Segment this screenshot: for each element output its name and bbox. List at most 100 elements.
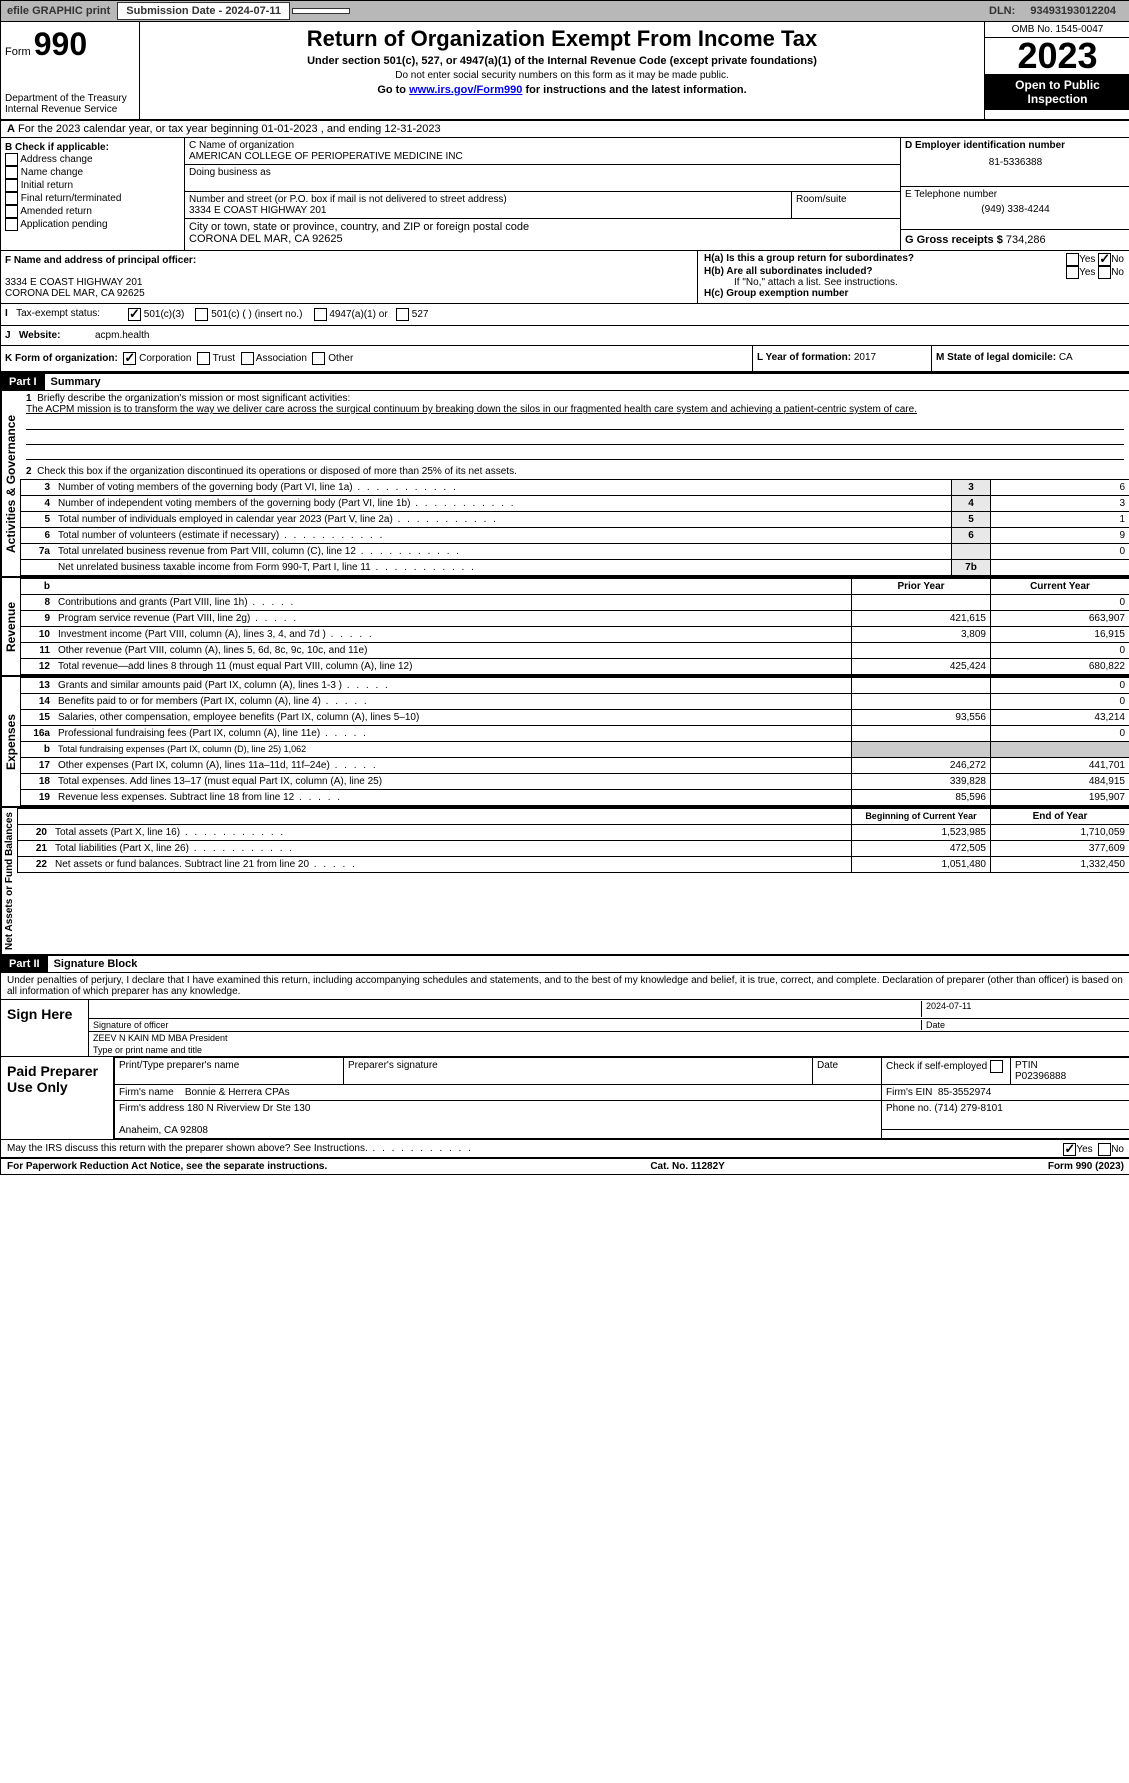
table-row: 11Other revenue (Part VIII, column (A), … [21, 643, 1129, 659]
public-inspection: Open to Public Inspection [985, 74, 1129, 110]
table-row: 10Investment income (Part VIII, column (… [21, 627, 1129, 643]
chk-discuss-yes[interactable] [1063, 1143, 1076, 1156]
table-row: 5Total number of individuals employed in… [21, 512, 1129, 528]
section-netassets: Net Assets or Fund Balances Beginning of… [1, 808, 1129, 956]
part2-header: Part II Signature Block [1, 956, 1129, 973]
chk-corp[interactable] [123, 352, 136, 365]
expenses-table: 13Grants and similar amounts paid (Part … [20, 677, 1129, 806]
city-state-zip: CORONA DEL MAR, CA 92625 [189, 233, 343, 245]
header-right: OMB No. 1545-0047 2023 Open to Public In… [984, 22, 1129, 119]
dln: DLN: 93493193012204 [977, 3, 1129, 19]
discuss-row: May the IRS discuss this return with the… [1, 1140, 1129, 1159]
domicile: CA [1059, 352, 1073, 363]
chk-initial[interactable]: Initial return [5, 179, 180, 192]
paid-preparer: Paid Preparer Use Only Print/Type prepar… [1, 1057, 1129, 1140]
top-bar: efile GRAPHIC print Submission Date - 20… [1, 1, 1129, 22]
chk-amended[interactable]: Amended return [5, 205, 180, 218]
chk-address[interactable]: Address change [5, 153, 180, 166]
row-klm: K Form of organization: Corporation Trus… [1, 346, 1129, 373]
subtitle3: Go to www.irs.gov/Form990 for instructio… [150, 84, 974, 96]
table-row: 16aProfessional fundraising fees (Part I… [21, 726, 1129, 742]
tax-year: 2023 [985, 38, 1129, 74]
header-title: Return of Organization Exempt From Incom… [140, 22, 984, 119]
dept-treasury: Department of the Treasury [5, 93, 135, 104]
table-row: 21Total liabilities (Part X, line 26)472… [18, 841, 1129, 857]
box-c: C Name of organizationAMERICAN COLLEGE O… [185, 138, 900, 250]
chk-name[interactable]: Name change [5, 166, 180, 179]
sign-date: 2024-07-11 [921, 1001, 1126, 1017]
street-address: 3334 E COAST HIGHWAY 201 [189, 205, 326, 216]
row-ij: I Tax-exempt status: 501(c)(3) 501(c) ( … [1, 304, 1129, 326]
room-suite: Room/suite [791, 192, 900, 218]
section-revenue: Revenue bPrior YearCurrent Year 8Contrib… [1, 578, 1129, 677]
row-fh: F Name and address of principal officer:… [1, 251, 1129, 304]
table-row: 19Revenue less expenses. Subtract line 1… [21, 790, 1129, 806]
chk-4947[interactable] [314, 308, 327, 321]
vlabel-revenue: Revenue [1, 578, 20, 675]
table-row: 18Total expenses. Add lines 13–17 (must … [21, 774, 1129, 790]
part1-header: Part I Summary [1, 373, 1129, 391]
chk-pending[interactable]: Application pending [5, 218, 180, 231]
revenue-table: bPrior YearCurrent Year 8Contributions a… [20, 578, 1129, 675]
chk-other[interactable] [312, 352, 325, 365]
chk-527[interactable] [396, 308, 409, 321]
dba-label: Doing business as [189, 167, 271, 178]
telephone: (949) 338-4244 [905, 204, 1126, 215]
org-name: AMERICAN COLLEGE OF PERIOPERATIVE MEDICI… [189, 151, 463, 162]
submission-date: Submission Date - 2024-07-11 [117, 2, 290, 20]
gross-receipts: 734,286 [1006, 234, 1046, 246]
line-a: A For the 2023 calendar year, or tax yea… [1, 121, 1129, 138]
chk-assoc[interactable] [241, 352, 254, 365]
subtitle1: Under section 501(c), 527, or 4947(a)(1)… [150, 55, 974, 67]
row-j: J Website: acpm.health [1, 326, 1129, 346]
table-row: 8Contributions and grants (Part VIII, li… [21, 595, 1129, 611]
box-h: H(a) Is this a group return for subordin… [698, 251, 1129, 303]
table-row: 3Number of voting members of the governi… [21, 480, 1129, 496]
entity-box: B Check if applicable: Address change Na… [1, 138, 1129, 251]
form-number: Form 990 [5, 26, 135, 63]
firm-phone: (714) 279-8101 [934, 1103, 1002, 1114]
chk-final[interactable]: Final return/terminated [5, 192, 180, 205]
table-row: 6Total number of volunteers (estimate if… [21, 528, 1129, 544]
website: acpm.health [95, 330, 149, 341]
table-row: 15Salaries, other compensation, employee… [21, 710, 1129, 726]
form-title: Return of Organization Exempt From Incom… [150, 26, 974, 52]
form-page: efile GRAPHIC print Submission Date - 20… [0, 0, 1129, 1175]
box-deg: D Employer identification number81-53363… [900, 138, 1129, 250]
form-header: Form 990 Department of the Treasury Inte… [1, 22, 1129, 121]
section-expenses: Expenses 13Grants and similar amounts pa… [1, 677, 1129, 808]
governance-table: 3Number of voting members of the governi… [20, 479, 1129, 576]
table-row: Net unrelated business taxable income fr… [21, 560, 1129, 576]
table-row: 12Total revenue—add lines 8 through 11 (… [21, 659, 1129, 675]
table-row: 13Grants and similar amounts paid (Part … [21, 678, 1129, 694]
chk-501c3[interactable] [128, 308, 141, 321]
vlabel-governance: Activities & Governance [1, 391, 20, 576]
table-row: 7aTotal unrelated business revenue from … [21, 544, 1129, 560]
vlabel-net: Net Assets or Fund Balances [1, 808, 17, 954]
page-footer: For Paperwork Reduction Act Notice, see … [1, 1159, 1129, 1174]
year-formed: 2017 [854, 352, 876, 363]
box-f: F Name and address of principal officer:… [1, 251, 698, 303]
efile-label: efile GRAPHIC print [1, 3, 116, 19]
ptin: P02396888 [1015, 1071, 1066, 1082]
table-row: 20Total assets (Part X, line 16)1,523,98… [18, 825, 1129, 841]
chk-501c[interactable] [195, 308, 208, 321]
section-governance: Activities & Governance 1 Briefly descri… [1, 391, 1129, 578]
subtitle2: Do not enter social security numbers on … [150, 70, 974, 81]
table-row: bTotal fundraising expenses (Part IX, co… [21, 742, 1129, 758]
mission-text: The ACPM mission is to transform the way… [26, 404, 917, 415]
officer-name: ZEEV N KAIN MD MBA President [89, 1032, 1129, 1044]
chk-discuss-no[interactable] [1098, 1143, 1111, 1156]
irs-link[interactable]: www.irs.gov/Form990 [409, 84, 522, 96]
firm-ein: 85-3552974 [938, 1087, 991, 1098]
ein: 81-5336388 [905, 157, 1126, 168]
vlabel-expenses: Expenses [1, 677, 20, 806]
blank-box [292, 8, 350, 14]
table-row: 9Program service revenue (Part VIII, lin… [21, 611, 1129, 627]
firm-name: Bonnie & Herrera CPAs [185, 1087, 290, 1098]
header-left: Form 990 Department of the Treasury Inte… [1, 22, 140, 119]
chk-trust[interactable] [197, 352, 210, 365]
table-row: 4Number of independent voting members of… [21, 496, 1129, 512]
perjury-text: Under penalties of perjury, I declare th… [1, 973, 1129, 1000]
table-row: 14Benefits paid to or for members (Part … [21, 694, 1129, 710]
